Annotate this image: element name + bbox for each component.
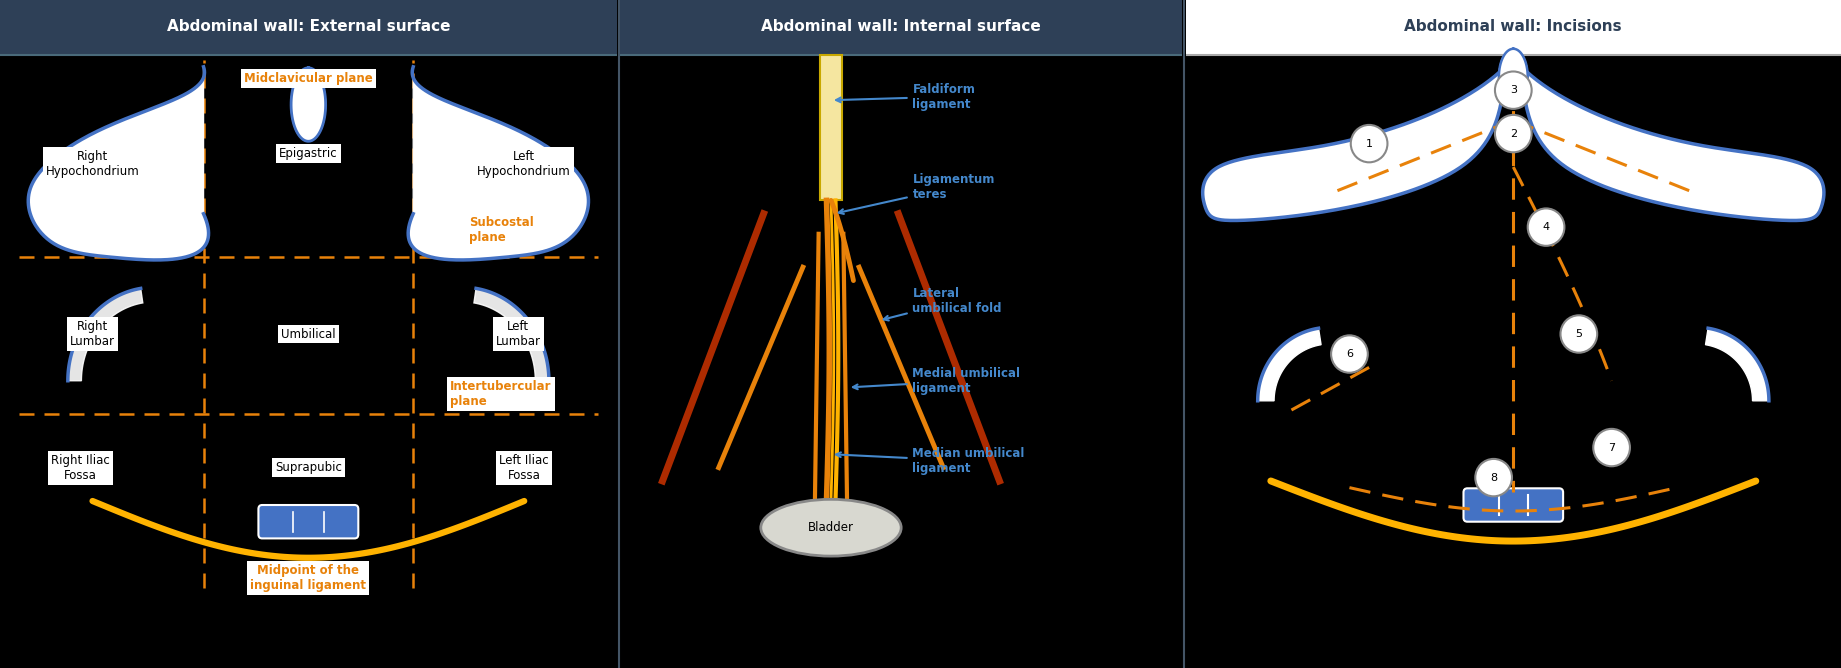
Circle shape <box>1331 335 1368 373</box>
Text: 8: 8 <box>1489 473 1497 482</box>
Text: 2: 2 <box>1510 129 1517 138</box>
Text: Subcostal
plane: Subcostal plane <box>469 216 534 244</box>
Text: Medial umbilical
ligament: Medial umbilical ligament <box>852 367 1020 395</box>
Circle shape <box>1351 125 1388 162</box>
Circle shape <box>1495 115 1532 152</box>
Text: Left Iliac
Fossa: Left Iliac Fossa <box>499 454 549 482</box>
Circle shape <box>1561 315 1598 353</box>
Polygon shape <box>1202 57 1513 220</box>
Text: Left
Hypochondrium: Left Hypochondrium <box>477 150 571 178</box>
Text: Ligamentum
teres: Ligamentum teres <box>839 173 994 214</box>
Polygon shape <box>28 67 208 260</box>
Circle shape <box>1495 71 1532 109</box>
Text: 7: 7 <box>1607 443 1615 452</box>
Text: Abdominal wall: External surface: Abdominal wall: External surface <box>168 19 449 34</box>
Text: Abdominal wall: Internal surface: Abdominal wall: Internal surface <box>762 19 1040 34</box>
Text: Median umbilical
ligament: Median umbilical ligament <box>836 447 1025 475</box>
Text: 1: 1 <box>1366 139 1373 148</box>
Ellipse shape <box>760 500 902 556</box>
Text: Right
Lumbar: Right Lumbar <box>70 320 114 348</box>
Bar <box>0 0 617 55</box>
Text: Left
Lumbar: Left Lumbar <box>495 320 541 348</box>
Polygon shape <box>68 289 144 381</box>
Polygon shape <box>1499 49 1528 105</box>
Polygon shape <box>291 67 326 141</box>
Bar <box>620 0 1182 55</box>
Text: Bladder: Bladder <box>808 521 854 534</box>
Circle shape <box>1592 429 1629 466</box>
Bar <box>1186 0 1841 55</box>
Text: Right
Hypochondrium: Right Hypochondrium <box>46 150 140 178</box>
Text: Epigastric: Epigastric <box>280 147 337 160</box>
Text: Right Iliac
Fossa: Right Iliac Fossa <box>52 454 110 482</box>
Text: Faldiform
ligament: Faldiform ligament <box>836 83 976 111</box>
Polygon shape <box>409 67 589 260</box>
Text: Abdominal wall: Incisions: Abdominal wall: Incisions <box>1405 19 1622 34</box>
Polygon shape <box>473 289 549 381</box>
FancyBboxPatch shape <box>258 505 359 538</box>
Bar <box>819 55 841 200</box>
Circle shape <box>1475 459 1511 496</box>
Text: 3: 3 <box>1510 86 1517 95</box>
Text: 6: 6 <box>1346 349 1353 359</box>
Text: Midclavicular plane: Midclavicular plane <box>245 72 372 86</box>
Text: Lateral
umbilical fold: Lateral umbilical fold <box>884 287 1002 321</box>
Text: Midpoint of the
inguinal ligament: Midpoint of the inguinal ligament <box>250 564 366 592</box>
Text: 5: 5 <box>1576 329 1583 339</box>
Text: Intertubercular
plane: Intertubercular plane <box>451 380 552 408</box>
Text: 4: 4 <box>1543 222 1550 232</box>
Text: Umbilical: Umbilical <box>282 327 335 341</box>
Text: Suprapubic: Suprapubic <box>274 461 342 474</box>
FancyBboxPatch shape <box>1464 488 1563 522</box>
Polygon shape <box>1257 328 1322 401</box>
Circle shape <box>1528 208 1565 246</box>
Polygon shape <box>1513 57 1824 220</box>
Polygon shape <box>1705 328 1769 401</box>
